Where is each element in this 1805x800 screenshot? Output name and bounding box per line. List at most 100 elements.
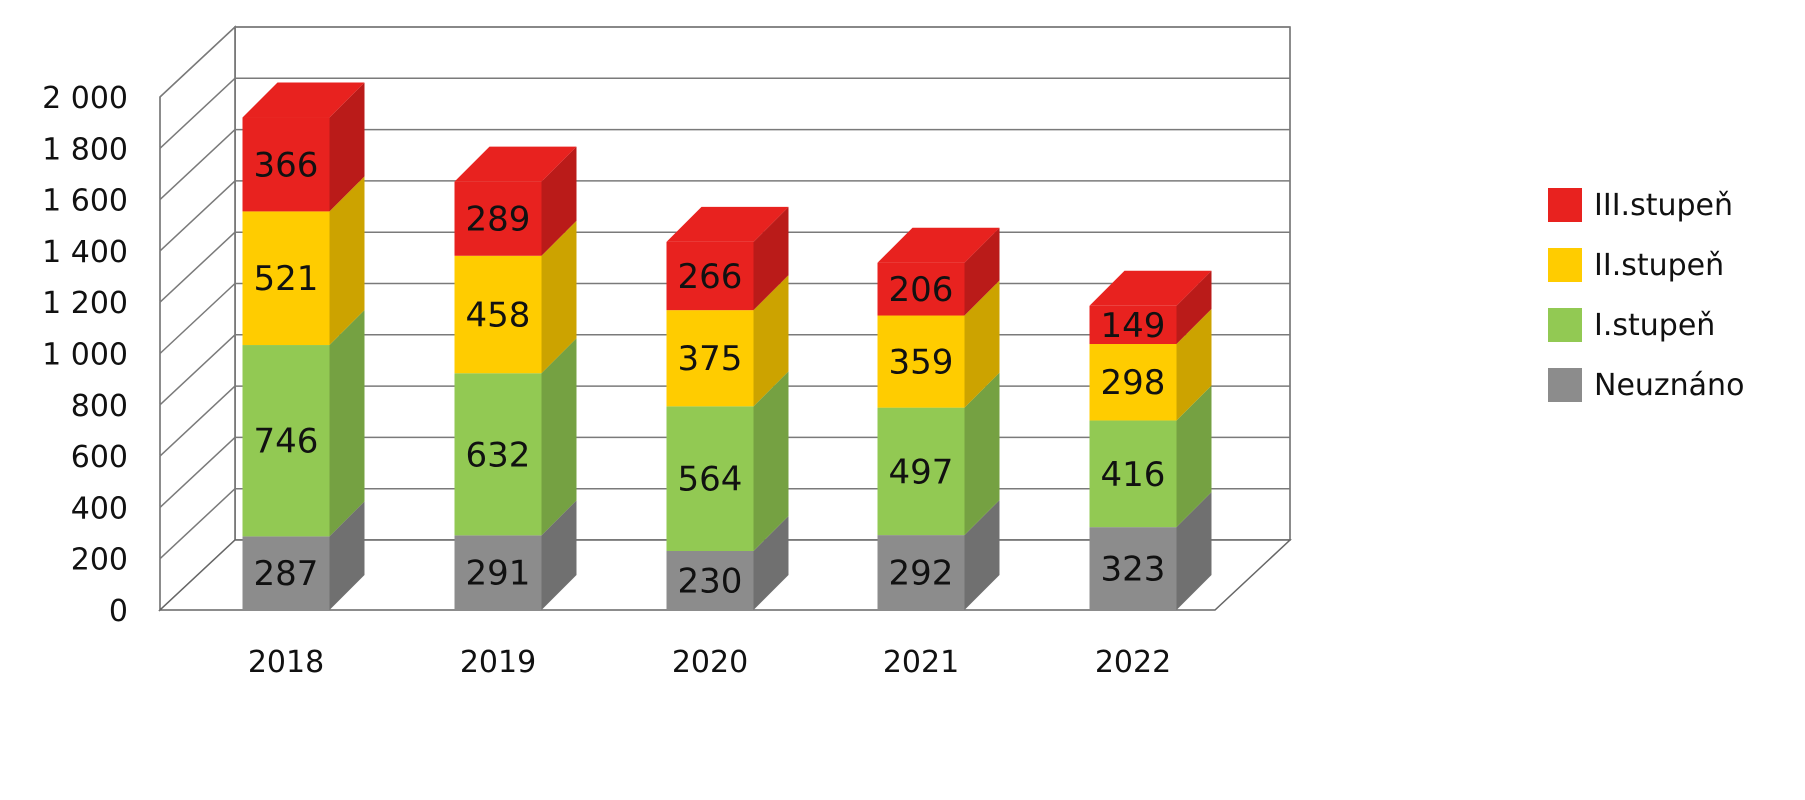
data-label: 359 [889, 343, 954, 383]
gridline-side [159, 282, 236, 355]
data-label: 366 [254, 145, 319, 185]
legend-swatch [1548, 188, 1582, 222]
data-label: 206 [889, 270, 954, 310]
bar-side [329, 310, 365, 537]
gridline-side [159, 180, 236, 252]
data-label: 230 [678, 562, 743, 602]
gridline-side [159, 334, 236, 406]
data-label: 521 [254, 259, 319, 299]
data-label: 746 [254, 422, 319, 462]
data-label: 564 [678, 460, 743, 500]
legend-swatch [1548, 248, 1582, 282]
bar-segment [877, 407, 965, 536]
legend-label: II.stupeň [1594, 247, 1725, 283]
x-tick-label: 2019 [460, 645, 536, 680]
bar-side [541, 500, 577, 610]
gridline-side [159, 129, 236, 201]
legend-item-i-stupen: I.stupeň [1548, 295, 1744, 355]
bar-side [329, 82, 365, 212]
data-label: 149 [1101, 306, 1166, 346]
bar-top [1089, 270, 1212, 306]
bar-side [541, 220, 577, 374]
data-label: 458 [466, 296, 531, 336]
y-tick-label: 400 [71, 491, 128, 526]
legend-item-neuznano: Neuznáno [1548, 355, 1744, 415]
bar-stack-2018: 287 746 521 366 2018 [242, 82, 365, 680]
bar-side [753, 206, 789, 311]
bar-segment [454, 181, 542, 256]
bar-side [1176, 492, 1212, 610]
gridline-side [159, 26, 236, 98]
y-tick-label: 1 400 [42, 235, 128, 270]
bar-stack-2019: 291 632 458 289 2019 [454, 146, 577, 680]
y-axis: 0 200 400 600 800 1 000 1 200 1 400 1 600 1 800 2 … [42, 81, 128, 629]
bar-segment [666, 241, 754, 311]
bar-side [964, 280, 1000, 408]
bar-top [454, 146, 577, 182]
bar-side [329, 501, 365, 610]
y-tick-label: 600 [71, 440, 128, 475]
y-tick-label: 1 800 [42, 132, 128, 167]
y-tick-label: 2 000 [42, 81, 128, 116]
bar-side [964, 227, 1000, 316]
data-label: 632 [466, 435, 531, 475]
bar-segment [1089, 420, 1177, 528]
bar-side [1176, 309, 1212, 421]
data-label: 298 [1101, 363, 1166, 403]
x-tick-label: 2018 [248, 645, 324, 680]
y-tick-label: 1 200 [42, 286, 128, 321]
legend-item-iii-stupen: III.stupeň [1548, 175, 1744, 235]
data-label: 292 [889, 554, 954, 594]
bar-segment [877, 315, 965, 408]
y-tick-label: 1 600 [42, 184, 128, 219]
data-label: 291 [466, 554, 531, 594]
legend-label: I.stupeň [1594, 307, 1716, 343]
bar-side [964, 372, 1000, 536]
bar-side [1176, 270, 1212, 345]
bar-side [753, 516, 789, 610]
gridline-side [159, 488, 236, 560]
bar-segment [454, 255, 542, 374]
bar-segment [242, 117, 330, 212]
bar-segment [877, 535, 965, 610]
bar-segment [1089, 344, 1177, 421]
bar-side [541, 338, 577, 536]
bar-stack-2022: 323 416 298 149 2022 [1089, 270, 1212, 680]
bar-side [541, 146, 577, 256]
bar-segment [242, 211, 330, 346]
x-tick-label: 2020 [672, 645, 748, 680]
bar-side [753, 371, 789, 552]
bar-side [964, 500, 1000, 610]
bar-top [242, 82, 365, 118]
bar-segment [877, 262, 965, 316]
bar-segment [242, 345, 330, 537]
legend-item-ii-stupen: II.stupeň [1548, 235, 1744, 295]
bar-segment [454, 535, 542, 610]
bar-segment [666, 310, 754, 407]
bar-segment [454, 373, 542, 536]
legend-label: III.stupeň [1594, 187, 1733, 223]
gridline-side [159, 436, 236, 508]
bar-stack-2020: 230 564 375 266 2020 [666, 206, 789, 680]
bar-stack-2021: 292 497 359 206 2021 [877, 227, 1000, 680]
bar-side [753, 275, 789, 407]
bar-segment [1089, 305, 1177, 345]
gridline-side [159, 77, 236, 149]
bar-segment [666, 406, 754, 552]
bar-side [1176, 385, 1212, 528]
legend-swatch [1548, 308, 1582, 342]
bar-top [877, 227, 1000, 263]
y-tick-label: 800 [71, 389, 128, 424]
bar-top [666, 206, 789, 242]
bar-segment [1089, 527, 1177, 610]
data-label: 497 [889, 452, 954, 492]
x-tick-label: 2022 [1095, 645, 1171, 680]
legend-swatch [1548, 368, 1582, 402]
bar-segment [242, 536, 330, 610]
bar-segment [666, 551, 754, 610]
data-label: 375 [678, 339, 743, 379]
bar-side [329, 176, 365, 346]
y-tick-label: 0 [109, 594, 128, 629]
